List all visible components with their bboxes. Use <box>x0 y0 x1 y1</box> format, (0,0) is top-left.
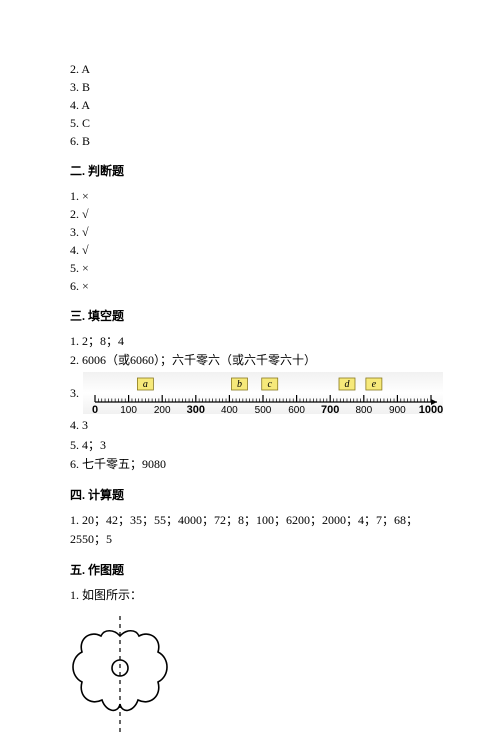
svg-text:500: 500 <box>255 405 272 414</box>
svg-text:300: 300 <box>187 404 205 414</box>
answer-line: 3. B <box>70 78 430 96</box>
fill-line: 4. 3 <box>70 416 430 435</box>
answer-line: 2. A <box>70 60 430 78</box>
svg-text:700: 700 <box>321 404 339 414</box>
answer-line: 6. × <box>70 277 430 295</box>
svg-text:100: 100 <box>120 405 137 414</box>
section1-answers: 2. A 3. B 4. A 5. C 6. B <box>70 60 430 150</box>
fill-line: 6. 七千零五；9080 <box>70 455 430 474</box>
flower-figure <box>70 614 430 734</box>
section3-title: 三. 填空题 <box>70 307 430 324</box>
answer-line: 3. √ <box>70 223 430 241</box>
answer-line: 5. × <box>70 259 430 277</box>
section5-title: 五. 作图题 <box>70 561 430 578</box>
number-line-svg: 01002003004005006007008009001000abcde <box>83 372 443 414</box>
number-line-figure: 01002003004005006007008009001000abcde <box>83 372 443 414</box>
answer-line: 4. A <box>70 96 430 114</box>
fill-line-with-figure: 3. 01002003004005006007008009001000abcde <box>70 370 430 416</box>
section2-answers: 1. × 2. √ 3. √ 4. √ 5. × 6. × <box>70 187 430 295</box>
answer-line: 1. × <box>70 187 430 205</box>
svg-text:1000: 1000 <box>419 404 443 414</box>
fill-line: 2. 6006（或6060）；六千零六（或六千零六十） <box>70 351 430 370</box>
drawing-line: 1. 如图所示： <box>70 586 430 605</box>
svg-text:600: 600 <box>288 405 305 414</box>
answer-line: 2. √ <box>70 205 430 223</box>
svg-text:e: e <box>372 379 377 390</box>
section2-title: 二. 判断题 <box>70 162 430 179</box>
section4-title: 四. 计算题 <box>70 486 430 503</box>
flower-svg <box>70 614 170 734</box>
svg-text:800: 800 <box>355 405 372 414</box>
answer-line: 6. B <box>70 132 430 150</box>
svg-text:a: a <box>143 379 148 390</box>
svg-text:900: 900 <box>389 405 406 414</box>
fill-line: 5. 4；3 <box>70 436 430 455</box>
svg-text:0: 0 <box>92 404 98 414</box>
answer-line: 5. C <box>70 114 430 132</box>
svg-text:200: 200 <box>154 405 171 414</box>
answer-line: 4. √ <box>70 241 430 259</box>
svg-text:b: b <box>237 379 242 390</box>
calc-line: 1. 20；42；35；55；4000；72；8；100；6200；2000；4… <box>70 511 430 549</box>
svg-text:c: c <box>267 379 272 390</box>
svg-text:400: 400 <box>221 405 238 414</box>
line3-prefix: 3. <box>70 386 79 401</box>
fill-line: 1. 2；8；4 <box>70 332 430 351</box>
